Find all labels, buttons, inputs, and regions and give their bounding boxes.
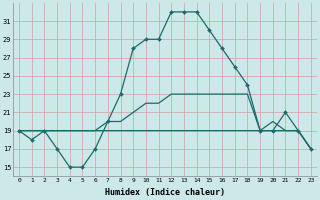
X-axis label: Humidex (Indice chaleur): Humidex (Indice chaleur) — [105, 188, 225, 197]
